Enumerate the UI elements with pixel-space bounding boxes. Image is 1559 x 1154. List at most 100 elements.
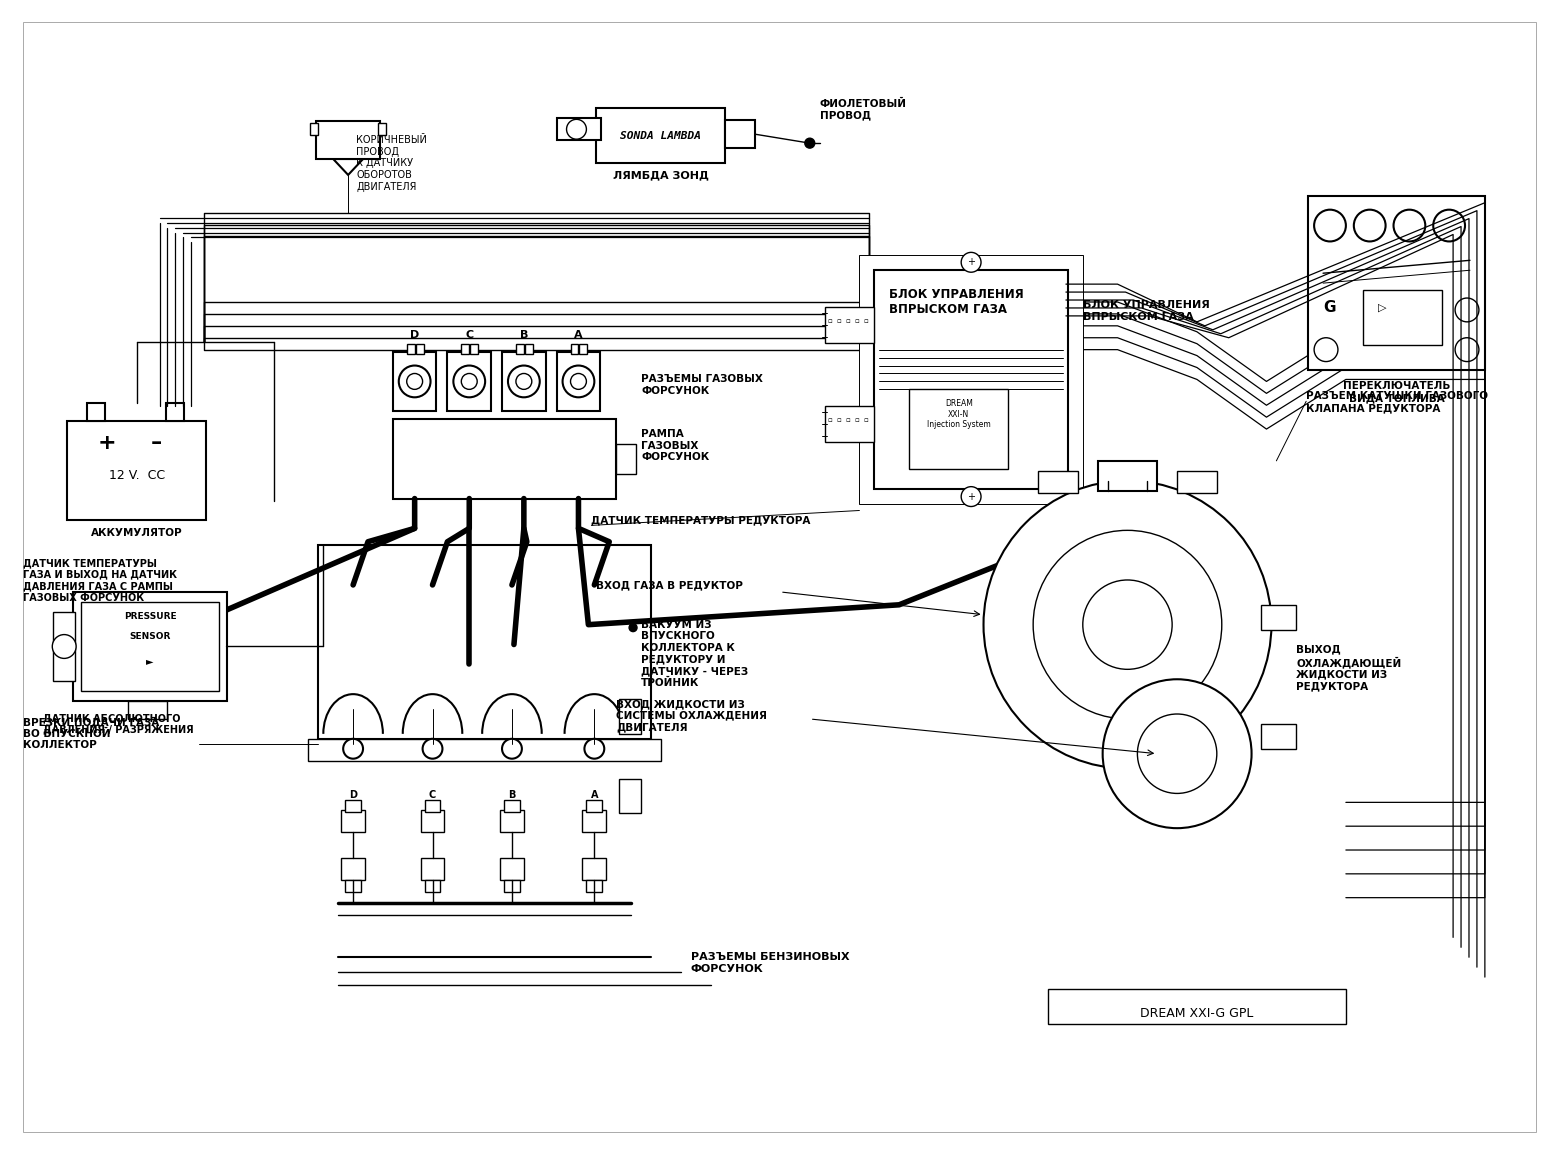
Circle shape [508,366,539,397]
Bar [167,403,184,421]
Bar [1261,605,1296,630]
Bar [557,119,602,140]
Bar [909,389,1009,469]
Circle shape [53,635,76,659]
Bar [341,810,365,832]
Circle shape [1455,298,1479,322]
Text: A: A [591,790,599,801]
Text: +: + [967,492,974,502]
Bar [1308,196,1484,369]
Circle shape [1102,680,1252,829]
Bar [859,255,1084,503]
Bar [407,344,415,353]
Text: ВХОД ГАЗА В РЕДУКТОР: ВХОД ГАЗА В РЕДУКТОР [597,580,744,590]
Bar [504,879,519,892]
Bar [504,801,519,812]
Bar [1363,290,1442,345]
Bar [471,344,479,353]
Text: КОРИЧНЕВЫЙ
ПРОВОД
К ДАТЧИКУ
ОБОРОТОВ
ДВИГАТЕЛЯ: КОРИЧНЕВЫЙ ПРОВОД К ДАТЧИКУ ОБОРОТОВ ДВИ… [355,135,427,192]
Circle shape [516,374,532,389]
Circle shape [563,366,594,397]
Bar [500,810,524,832]
Text: ВЫХОД
ОХЛАЖДАЮЩЕЙ
ЖИДКОСТИ ИЗ
РЕДУКТОРА: ВЫХОД ОХЛАЖДАЮЩЕЙ ЖИДКОСТИ ИЗ РЕДУКТОРА [1296,644,1402,691]
Circle shape [1084,580,1172,669]
Bar [87,403,104,421]
Bar [1261,724,1296,749]
Bar [516,344,524,353]
Text: ВРЕЗКИ ПОДАЧИ ГАЗА
ВО ВПУСКНОЙ
КОЛЛЕКТОР: ВРЕЗКИ ПОДАЧИ ГАЗА ВО ВПУСКНОЙ КОЛЛЕКТОР [23,717,159,750]
Bar [310,123,318,135]
Text: ПЕРЕКЛЮЧАТЕЛЬ
ВИДА ТОПЛИВА: ПЕРЕКЛЮЧАТЕЛЬ ВИДА ТОПЛИВА [1342,382,1450,403]
Circle shape [343,739,363,758]
Bar [424,879,441,892]
Bar [875,270,1068,488]
Bar [725,120,755,148]
Text: ▫: ▫ [864,417,868,424]
Bar [586,879,602,892]
Bar [525,344,533,353]
Polygon shape [334,159,363,175]
Text: РАЗЪЕМЫ ГАЗОВЫХ
ФОРСУНОК: РАЗЪЕМЫ ГАЗОВЫХ ФОРСУНОК [641,375,762,396]
Text: D: D [410,330,419,339]
Circle shape [585,739,605,758]
Text: ДАТЧИК АБСОЛЮТНОГО
ДАВЛЕНИЯ / РАЗРЯЖЕНИЯ: ДАТЧИК АБСОЛЮТНОГО ДАВЛЕНИЯ / РАЗРЯЖЕНИЯ [44,713,193,735]
Text: DREAM XXI-G GPL: DREAM XXI-G GPL [1140,1007,1253,1020]
Bar [393,352,437,411]
Bar [377,123,387,135]
Text: ▫: ▫ [828,417,833,424]
Bar [1098,460,1157,490]
Bar [424,801,441,812]
Text: ВАКУУМ ИЗ
ВПУСКНОГО
КОЛЛЕКТОРА К
РЕДУКТОРУ И
ДАТЧИКУ - ЧЕРЕЗ
ТРОЙНИК: ВАКУУМ ИЗ ВПУСКНОГО КОЛЛЕКТОРА К РЕДУКТО… [641,620,748,688]
Circle shape [1455,338,1479,361]
Bar [309,739,661,760]
Text: SONDA LAMBDA: SONDA LAMBDA [620,132,702,141]
Bar [461,344,469,353]
Bar [825,307,875,343]
Text: БЛОК УПРАВЛЕНИЯ
ВПРЫСКОМ ГАЗА: БЛОК УПРАВЛЕНИЯ ВПРЫСКОМ ГАЗА [889,288,1024,316]
Text: ▫: ▫ [864,317,868,324]
Circle shape [1433,210,1465,241]
Bar [393,419,616,499]
Circle shape [1314,338,1338,361]
Text: B: B [508,790,516,801]
Bar [825,406,875,442]
Circle shape [1394,210,1425,241]
Bar [128,702,167,719]
Bar [421,857,444,879]
Bar [318,545,652,739]
Bar [316,121,380,159]
Circle shape [1034,531,1222,719]
Bar [73,592,228,702]
Circle shape [962,253,981,272]
Text: ▫: ▫ [854,317,859,324]
Bar [583,810,606,832]
Text: ▫: ▫ [845,317,850,324]
Text: АККУМУЛЯТОР: АККУМУЛЯТОР [90,529,182,539]
Bar [345,801,362,812]
Circle shape [984,481,1272,769]
Circle shape [1353,210,1386,241]
Text: –: – [151,433,162,454]
Text: PRESSURE: PRESSURE [123,612,176,621]
Text: ЛЯМБДА ЗОНД: ЛЯМБДА ЗОНД [613,170,709,180]
Text: ▫: ▫ [854,417,859,424]
Text: ВХОД ЖИДКОСТИ ИЗ
СИСТЕМЫ ОХЛАЖДЕНИЯ
ДВИГАТЕЛЯ: ВХОД ЖИДКОСТИ ИЗ СИСТЕМЫ ОХЛАЖДЕНИЯ ДВИГ… [616,699,767,733]
Bar [616,444,636,474]
Text: C: C [429,790,437,801]
Bar [571,344,578,353]
Text: ФИОЛЕТОВЫЙ
ПРОВОД: ФИОЛЕТОВЫЙ ПРОВОД [820,98,907,120]
Circle shape [454,366,485,397]
Circle shape [630,623,638,631]
Text: РАЗЪЕМ КАТУШКИ ГАЗОВОГО
КЛАПАНА РЕДУКТОРА: РАЗЪЕМ КАТУШКИ ГАЗОВОГО КЛАПАНА РЕДУКТОР… [1306,391,1489,413]
Text: ▫: ▫ [845,417,850,424]
Bar [53,612,75,681]
Text: +: + [967,257,974,268]
Bar [421,810,444,832]
Text: C: C [465,330,474,339]
Bar [583,857,606,879]
Circle shape [422,739,443,758]
Text: БЛОК УПРАВЛЕНИЯ
ВПРЫСКОМ ГАЗА: БЛОК УПРАВЛЕНИЯ ВПРЫСКОМ ГАЗА [1084,300,1210,322]
Bar [586,801,602,812]
Bar [557,352,600,411]
Circle shape [1314,210,1345,241]
